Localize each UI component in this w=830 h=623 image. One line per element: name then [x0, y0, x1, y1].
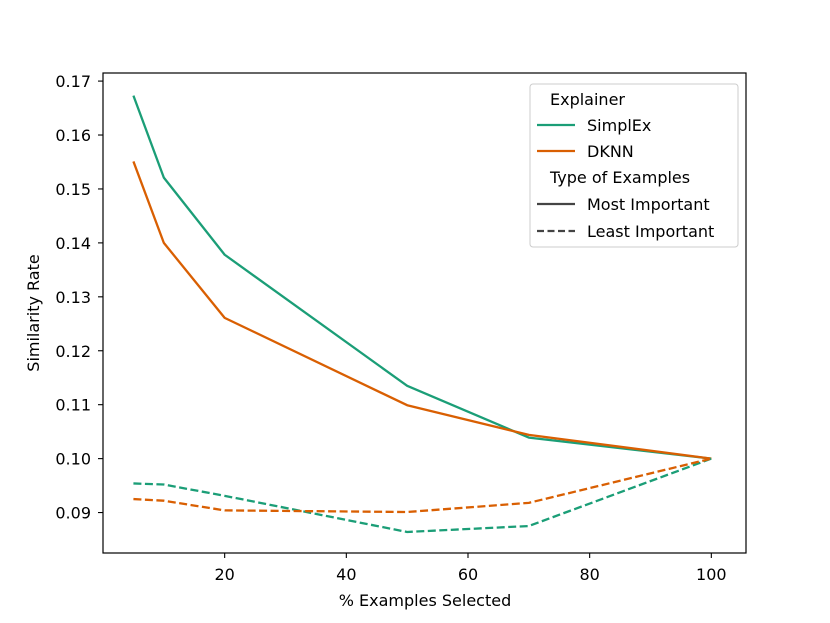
- y-axis-title: Similarity Rate: [24, 254, 43, 371]
- series-line-dknn-most-important: [132, 161, 712, 460]
- legend-dknn-label: DKNN: [587, 142, 634, 161]
- y-tick-label: 0.16: [55, 126, 91, 145]
- y-tick-label: 0.17: [55, 72, 91, 91]
- y-tick-label: 0.12: [55, 342, 91, 361]
- y-tick-label: 0.15: [55, 180, 91, 199]
- x-axis: 20 40 60 80 100: [214, 553, 727, 584]
- y-axis: 0.09 0.10 0.11 0.12 0.13 0.14 0.15 0.16 0.17: [55, 72, 103, 523]
- series-line-dknn-least-important: [133, 457, 712, 514]
- legend-most-important-label: Most Important: [587, 195, 710, 214]
- legend-box: [529, 83, 739, 248]
- y-tick-label: 0.11: [55, 396, 91, 415]
- legend: Explainer SimplEx DKNN Type of Examples …: [529, 83, 739, 248]
- y-tick-label: 0.10: [55, 450, 91, 469]
- series-layer: [132, 95, 712, 534]
- legend-explainer-title: Explainer: [550, 90, 625, 109]
- series-line-simplex-least-important: [133, 457, 712, 534]
- x-axis-title: % Examples Selected: [339, 591, 511, 610]
- y-tick-label: 0.13: [55, 288, 91, 307]
- x-tick-label: 60: [458, 565, 478, 584]
- x-tick-label: 80: [579, 565, 599, 584]
- x-tick-label: 20: [214, 565, 234, 584]
- series-line-simplex-most-important: [132, 95, 712, 460]
- y-tick-label: 0.14: [55, 234, 91, 253]
- legend-simplex-label: SimplEx: [587, 116, 651, 135]
- legend-type-title: Type of Examples: [549, 168, 690, 187]
- x-tick-label: 100: [696, 565, 727, 584]
- x-tick-label: 40: [336, 565, 356, 584]
- plot-frame: [102, 72, 747, 554]
- y-tick-label: 0.09: [55, 504, 91, 523]
- legend-least-important-label: Least Important: [587, 222, 714, 241]
